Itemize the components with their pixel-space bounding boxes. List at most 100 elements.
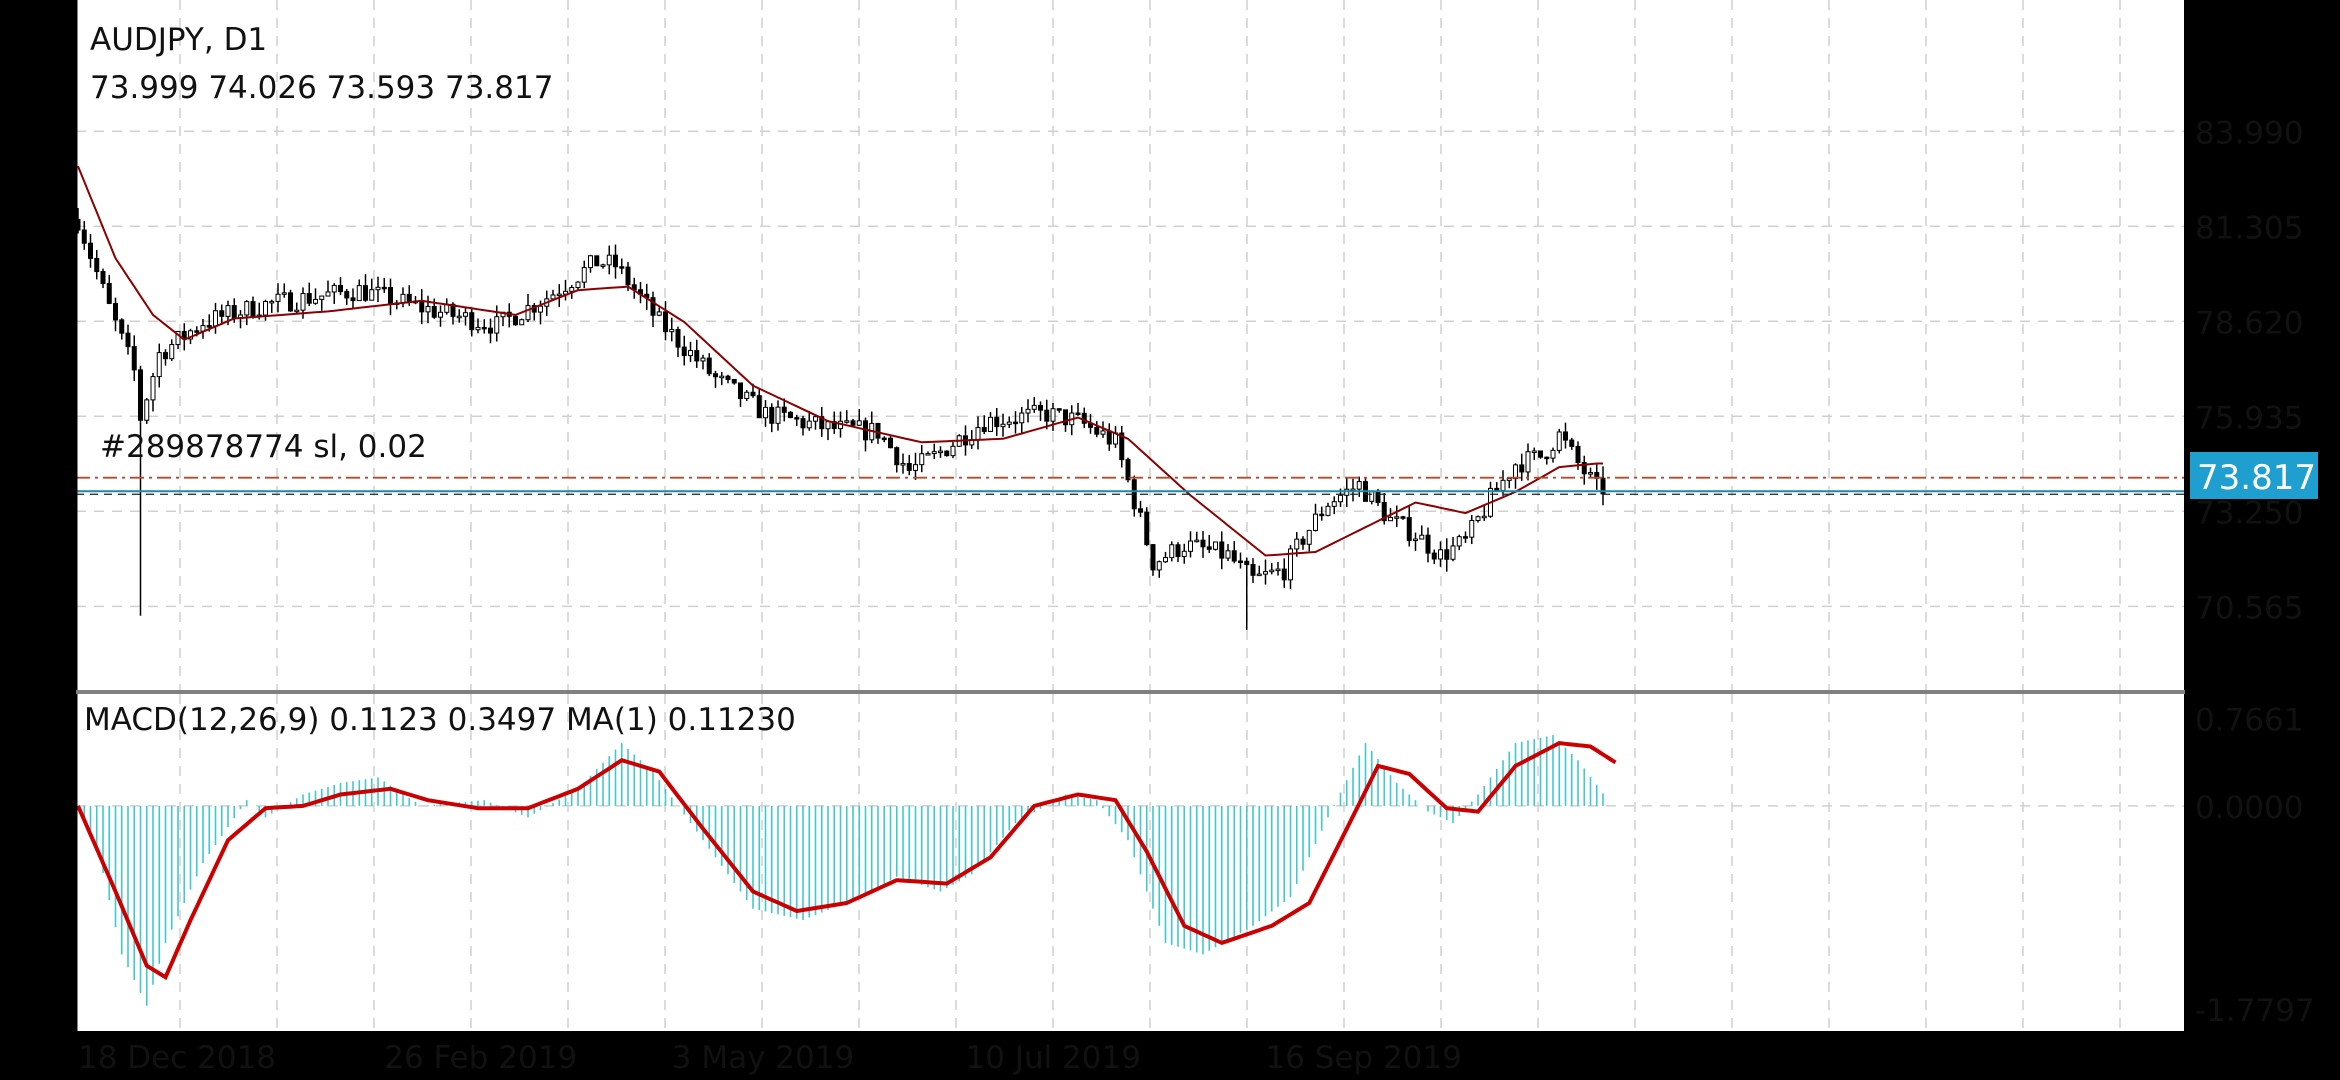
candle-body <box>1300 538 1306 545</box>
candle-body <box>1431 552 1437 560</box>
candle-body <box>694 350 700 362</box>
candle-body <box>438 311 443 318</box>
candle-body <box>1044 409 1050 422</box>
candle-body <box>431 306 437 318</box>
candle-body <box>288 292 293 312</box>
candle-body <box>738 382 743 399</box>
candle-body <box>1331 501 1337 507</box>
candle-body <box>100 271 106 284</box>
candle-body <box>281 292 287 295</box>
candle-body <box>944 450 950 457</box>
macd-tick-label: -1.7797 <box>2195 993 2315 1029</box>
date-tick-label: 26 Feb 2019 <box>384 1040 577 1076</box>
price-tick-label: 78.620 <box>2195 305 2303 341</box>
candle-body <box>1525 451 1531 473</box>
candle-body <box>1056 408 1062 411</box>
price-tick-label: 83.990 <box>2195 115 2303 151</box>
candle-body <box>756 395 762 419</box>
candle-body <box>113 302 118 321</box>
candle-body <box>169 344 175 360</box>
ohlc-label: 73.999 74.026 73.593 73.817 <box>90 70 553 106</box>
candle-body <box>1263 571 1268 575</box>
candle-body <box>156 352 162 378</box>
candle-body <box>1438 549 1443 560</box>
date-tick-label: 3 May 2019 <box>672 1040 854 1076</box>
candle-body <box>538 305 543 313</box>
candle-body <box>569 287 575 292</box>
candle-body <box>894 447 900 466</box>
candle-body <box>813 416 818 422</box>
order-label[interactable]: #289878774 sl, 0.02 <box>100 429 427 465</box>
candle-body <box>938 450 943 454</box>
candle-body <box>1125 459 1131 481</box>
candle-body <box>769 406 775 424</box>
candle-body <box>1444 549 1450 560</box>
candle-body <box>594 255 600 267</box>
candle-body <box>800 418 806 429</box>
candle-body <box>900 463 906 466</box>
candle-body <box>1356 481 1362 490</box>
candle-body <box>1563 431 1568 441</box>
candle-body <box>1588 472 1593 475</box>
macd-label: MACD(12,26,9) 0.1123 0.3497 MA(1) 0.1123… <box>84 702 796 738</box>
candle-body <box>700 357 706 362</box>
candle-body <box>1256 573 1262 577</box>
candle-body <box>363 285 368 301</box>
candle-body <box>706 357 712 375</box>
current-price-label: 73.817 <box>2197 458 2316 498</box>
macd-tick-label: 0.7661 <box>2195 702 2303 738</box>
candle-body <box>1550 449 1556 459</box>
candle-body <box>931 451 937 455</box>
candle-body <box>1388 517 1393 522</box>
candle-body <box>325 291 331 297</box>
candle-body <box>750 391 756 397</box>
candle-body <box>619 266 625 269</box>
candle-body <box>456 315 462 319</box>
candle-body <box>94 257 100 273</box>
candle-body <box>150 376 156 401</box>
candle-body <box>1231 550 1237 562</box>
candle-body <box>1494 487 1500 492</box>
candle-body <box>1194 539 1200 543</box>
candle-body <box>406 293 412 303</box>
candle-body <box>1156 561 1162 571</box>
candle-body <box>1369 491 1375 502</box>
candle-body <box>1019 412 1025 424</box>
candle-body <box>1138 508 1143 513</box>
candle-body <box>1450 545 1456 560</box>
candle-body <box>138 369 143 421</box>
candle-body <box>613 254 618 268</box>
candle-body <box>650 297 656 316</box>
candle-body <box>300 293 306 311</box>
candle-body <box>1544 456 1550 460</box>
candle-body <box>819 416 825 430</box>
candle-body <box>463 312 468 317</box>
candle-body <box>381 286 387 290</box>
candle-body <box>1250 564 1256 576</box>
candle-body <box>1200 539 1206 548</box>
candle-body <box>344 291 350 299</box>
candle-body <box>488 327 493 334</box>
candle-body <box>250 301 256 318</box>
current-price-badge <box>2190 452 2318 499</box>
candle-body <box>494 316 500 334</box>
candle-body <box>188 330 193 340</box>
date-tick-label: 10 Jul 2019 <box>966 1040 1141 1076</box>
candle-body <box>763 406 768 419</box>
candle-body <box>88 242 93 259</box>
candle-body <box>925 453 931 456</box>
candle-body <box>1281 568 1287 581</box>
candle-body <box>1163 557 1168 563</box>
candle-body <box>806 420 812 429</box>
candle-body <box>581 267 587 283</box>
candle-body <box>1094 426 1100 435</box>
candle-body <box>713 373 718 378</box>
candle-body <box>125 332 131 348</box>
candle-body <box>1025 408 1031 414</box>
candle-body <box>525 305 531 321</box>
candle-body <box>1106 430 1112 445</box>
candle-body <box>600 264 606 267</box>
candle-body <box>1400 516 1406 519</box>
